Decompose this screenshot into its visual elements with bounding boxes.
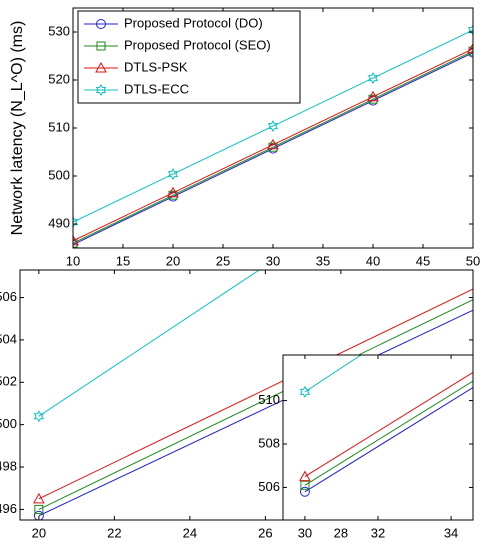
marker	[467, 24, 473, 37]
y-tick-label: 498	[0, 458, 17, 473]
marker	[34, 504, 44, 514]
legend-label: Proposed Protocol (DO)	[124, 15, 263, 30]
marker	[299, 385, 311, 398]
x-tick-label: 45	[416, 253, 430, 268]
legend-label: DTLS-ECC	[124, 81, 189, 96]
axes-frame	[282, 354, 474, 521]
x-tick-label: 50	[466, 253, 480, 268]
y-axis-label: Network latency (N_L^O) (ms)	[9, 21, 26, 236]
marker	[367, 90, 379, 102]
marker	[299, 470, 311, 482]
marker	[167, 168, 179, 181]
x-tick-label: 40	[366, 253, 380, 268]
plot	[299, 355, 473, 497]
series-line	[304, 380, 473, 486]
x-tick-label: 28	[334, 525, 348, 540]
y-tick-label: 496	[0, 501, 17, 516]
marker	[167, 186, 179, 198]
x-tick-label: 25	[216, 253, 230, 268]
legend-marker	[96, 41, 106, 51]
x-tick-label: 30	[266, 253, 280, 268]
axes-frame	[72, 7, 474, 249]
series-line	[38, 270, 261, 417]
series-line	[73, 48, 473, 242]
x-tick-label: 15	[116, 253, 130, 268]
y-tick-label: 506	[0, 289, 17, 304]
plot	[73, 24, 473, 248]
marker	[33, 410, 45, 423]
x-tick-label: 24	[183, 525, 197, 540]
series-line	[38, 299, 473, 510]
y-tick-label: 504	[0, 331, 17, 346]
y-tick-label: 508	[258, 435, 280, 450]
y-tick-label: 510	[258, 392, 280, 407]
y-tick-label: 510	[48, 119, 70, 134]
marker	[33, 510, 44, 520]
x-tick-label: 32	[371, 525, 385, 540]
series-line	[38, 309, 473, 517]
x-tick-label: 34	[444, 525, 458, 540]
y-tick-label: 506	[258, 479, 280, 494]
y-tick-label: 502	[0, 374, 17, 389]
marker	[267, 138, 279, 150]
marker	[73, 234, 79, 246]
marker	[299, 486, 310, 497]
marker	[73, 216, 79, 229]
y-tick-label: 490	[48, 215, 70, 230]
marker	[467, 42, 473, 54]
x-tick-label: 35	[316, 253, 330, 268]
x-tick-label: 10	[66, 253, 80, 268]
y-tick-label: 500	[48, 167, 70, 182]
series-line	[73, 29, 473, 223]
x-tick-label: 30	[298, 525, 312, 540]
legend-marker	[95, 84, 107, 96]
series-line	[38, 288, 473, 500]
plot-area	[283, 355, 473, 520]
plot	[33, 270, 473, 520]
y-tick-label: 530	[48, 23, 70, 38]
x-tick-label: 20	[32, 525, 46, 540]
marker	[300, 480, 310, 490]
x-tick-label: 26	[258, 525, 272, 540]
series-line	[73, 50, 473, 244]
legend-label: Proposed Protocol (SEO)	[124, 37, 271, 52]
marker	[367, 72, 379, 85]
series-line	[304, 371, 473, 478]
x-tick-label: 22	[107, 525, 121, 540]
y-tick-label: 520	[48, 71, 70, 86]
series-line	[304, 355, 362, 393]
y-tick-label: 500	[0, 416, 17, 431]
legend-marker	[95, 61, 107, 73]
x-tick-label: 20	[166, 253, 180, 268]
legend-label: DTLS-PSK	[124, 59, 188, 74]
legend-box	[77, 10, 301, 104]
legend-marker	[96, 19, 106, 29]
marker	[267, 120, 279, 133]
marker	[33, 492, 45, 504]
series-line	[304, 387, 473, 493]
